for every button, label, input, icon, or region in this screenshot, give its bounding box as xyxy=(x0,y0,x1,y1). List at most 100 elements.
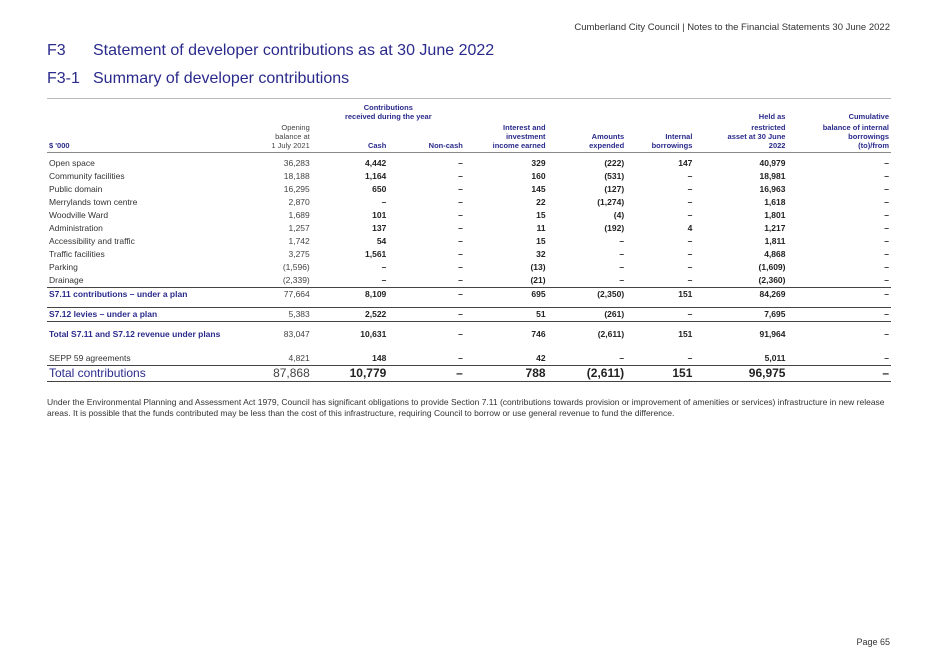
table-row: S7.12 levies – under a plan 5,383 2,522–51… xyxy=(47,307,891,322)
cell-interest: 160 xyxy=(531,171,546,181)
cell-opening: 83,047 xyxy=(233,321,312,346)
cell-cum: – xyxy=(884,210,889,220)
row-label: Traffic facilities xyxy=(49,249,105,259)
table-row: Total contributions 87,868 10,779–788 (2,61… xyxy=(47,365,891,382)
row-label: Open space xyxy=(49,158,95,168)
table-row: Accessibility and traffic 1,742 54 – 15 – – 1,8… xyxy=(47,235,891,248)
cell-opening: 1,689 xyxy=(288,210,310,220)
cell-expended: – xyxy=(619,249,625,259)
col-header-cash: Cash xyxy=(311,123,389,153)
table-row: S7.11 contributions – under a plan 77,664… xyxy=(47,287,891,301)
table-row: Community facilities 18,188 1,164 – 160 (531)… xyxy=(47,170,891,183)
cell-cash: 650 xyxy=(372,184,387,194)
cell-held: (1,609) xyxy=(758,262,786,272)
cell-held: 91,964 xyxy=(694,321,788,346)
cell-held: 84,269 xyxy=(694,287,788,301)
col-header-interest: Interest and investment income earned xyxy=(464,123,548,153)
footnote-text: Under the Environmental Planning and Ass… xyxy=(47,397,885,418)
cell-cum: – xyxy=(787,287,891,301)
cell-cum: – xyxy=(787,307,891,322)
cell-cum: – xyxy=(884,171,889,181)
cell-expended: (192) xyxy=(604,223,625,233)
cell-cum: – xyxy=(787,321,891,346)
cell-interest: 746 xyxy=(464,321,548,346)
cell-cash: – xyxy=(381,262,387,272)
table-row: Parking (1,596) – – (13) – – (1,609) – xyxy=(47,261,891,274)
cell-internal: – xyxy=(687,249,693,259)
row-label: S7.11 contributions – under a plan xyxy=(47,287,234,301)
row-label: Accessibility and traffic xyxy=(49,236,135,246)
cell-expended: (222) xyxy=(604,158,625,168)
cell-held: (2,360) xyxy=(758,275,786,285)
cell-cum: – xyxy=(884,158,889,168)
contributions-table: Contributions received during the year H… xyxy=(47,103,891,382)
cell-held: 40,979 xyxy=(759,158,786,168)
cell-cash: 101 xyxy=(372,210,387,220)
table-row: Public domain 16,295 650 – 145 (127) – 16,963 – xyxy=(47,183,891,196)
row-label: Parking xyxy=(49,262,78,272)
col-header-held-top: Held as xyxy=(758,112,786,121)
cell-interest: (13) xyxy=(530,262,546,272)
cell-held: 96,975 xyxy=(694,365,788,382)
cell-held: 1,811 xyxy=(764,236,786,246)
table-row: SEPP 59 agreements 4,821 148 – 42 – – 5,011 – xyxy=(47,352,891,366)
cell-noncash: – xyxy=(458,262,463,272)
cell-held: 1,618 xyxy=(764,197,786,207)
col-header-noncash: Non-cash xyxy=(388,123,465,153)
cell-held: 18,981 xyxy=(759,171,786,181)
cell-noncash: – xyxy=(458,171,463,181)
cell-interest: 42 xyxy=(536,353,546,363)
table-row: Merrylands town centre 2,870 – – 22 (1,274) – 1… xyxy=(47,196,891,209)
cell-cum: – xyxy=(884,249,889,259)
cell-opening: 18,188 xyxy=(283,171,310,181)
cell-interest: (21) xyxy=(530,275,546,285)
cell-held: 5,011 xyxy=(764,353,786,363)
row-label: Merrylands town centre xyxy=(49,197,138,207)
cell-opening: 2,870 xyxy=(288,197,310,207)
cell-expended: – xyxy=(619,353,625,363)
col-header-opening: Opening balance at 1 July 2021 xyxy=(233,123,312,153)
cell-interest: 15 xyxy=(536,210,546,220)
row-label: Administration xyxy=(49,223,103,233)
row-label: Drainage xyxy=(49,275,84,285)
cell-opening: 16,295 xyxy=(283,184,310,194)
cell-noncash: – xyxy=(458,353,463,363)
table-row: Woodville Ward 1,689 101 – 15 (4) – 1,801 – xyxy=(47,209,891,222)
cell-expended: (2,611) xyxy=(547,321,627,346)
cell-expended: – xyxy=(619,262,625,272)
cell-internal: – xyxy=(687,275,693,285)
col-header-internal: Internal borrowings xyxy=(626,123,695,153)
table-row: Drainage (2,339) – – (21) – – (2,360) – xyxy=(47,274,891,288)
cell-noncash: – xyxy=(458,236,463,246)
row-label: Public domain xyxy=(49,184,103,194)
cell-opening: 36,283 xyxy=(283,158,310,168)
cell-noncash: – xyxy=(458,197,463,207)
cell-internal: – xyxy=(687,184,693,194)
table-row: Open space 36,283 4,442 – 329 (222) 147 40,979 – xyxy=(47,157,891,170)
cell-opening: 87,868 xyxy=(233,365,312,382)
col-header-amounts: Amounts expended xyxy=(547,123,627,153)
col-header-unit: $ '000 xyxy=(47,123,234,153)
cell-noncash: – xyxy=(388,307,465,322)
cell-cum: – xyxy=(884,236,889,246)
row-label: Woodville Ward xyxy=(49,210,109,220)
cell-noncash: – xyxy=(388,321,465,346)
col-header-cumulative-top: Cumulative xyxy=(848,112,889,121)
cell-opening: 1,257 xyxy=(288,223,310,233)
col-header-held: restricted asset at 30 June 2022 xyxy=(694,123,788,153)
cell-cash: 4,442 xyxy=(365,158,387,168)
cell-expended: (2,350) xyxy=(547,287,627,301)
cell-internal: 151 xyxy=(626,321,695,346)
section-number: F3 xyxy=(47,42,66,59)
cell-cum: – xyxy=(884,262,889,272)
page-number: Page 65 xyxy=(856,637,890,647)
cell-noncash: – xyxy=(458,275,463,285)
contributions-group-header: Contributions received during the year xyxy=(344,103,432,121)
cell-interest: 51 xyxy=(464,307,548,322)
cell-cash: 1,561 xyxy=(365,249,387,259)
cell-internal: – xyxy=(687,262,693,272)
cell-expended: (261) xyxy=(547,307,627,322)
page-header: Cumberland City Council | Notes to the F… xyxy=(574,22,890,33)
cell-noncash: – xyxy=(458,158,463,168)
cell-interest: 695 xyxy=(464,287,548,301)
